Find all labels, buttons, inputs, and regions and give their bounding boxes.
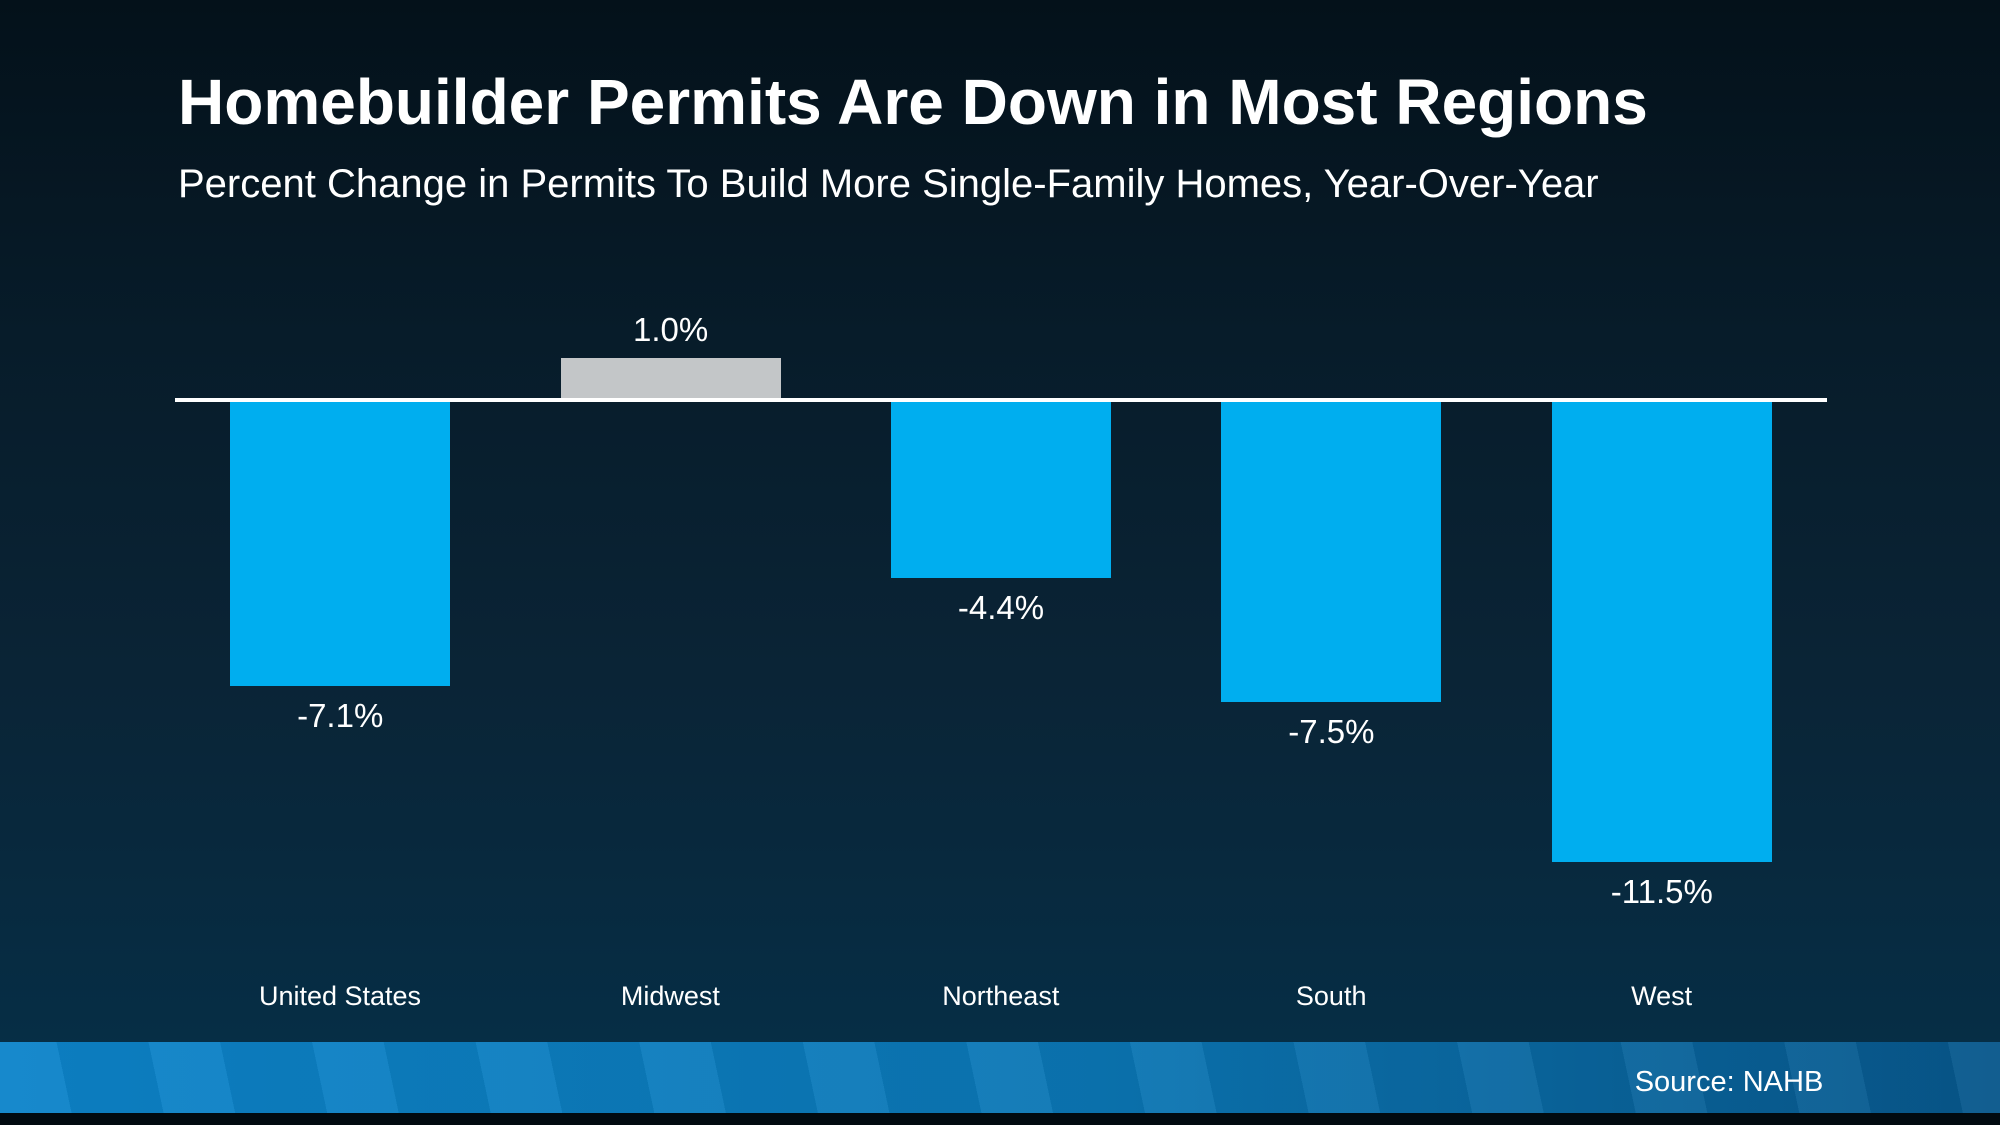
bar-value-label: -4.4%	[957, 589, 1045, 626]
footer-bottom-edge	[0, 1113, 2000, 1125]
bar	[1551, 402, 1772, 862]
footer-strip	[0, 1042, 2000, 1113]
bar	[230, 402, 451, 686]
bar	[1221, 402, 1442, 702]
chart-subtitle: Percent Change in Permits To Build More …	[178, 162, 1599, 206]
category-label: Midwest	[620, 981, 720, 1011]
chart-title: Homebuilder Permits Are Down in Most Reg…	[178, 66, 1648, 138]
source-label: Source: NAHB	[1634, 1066, 1824, 1098]
bar	[560, 358, 781, 398]
category-label: West	[1631, 981, 1693, 1011]
zero-axis-line	[175, 398, 1827, 402]
bar	[891, 402, 1111, 578]
category-label: South	[1295, 981, 1367, 1011]
bar-value-label: -7.1%	[297, 697, 384, 734]
bar-value-label: -7.5%	[1288, 713, 1375, 750]
bar-value-label: -11.5%	[1610, 873, 1713, 910]
category-label: United States	[258, 981, 422, 1011]
bar-value-label: 1.0%	[632, 311, 709, 348]
category-label: Northeast	[942, 981, 1060, 1011]
